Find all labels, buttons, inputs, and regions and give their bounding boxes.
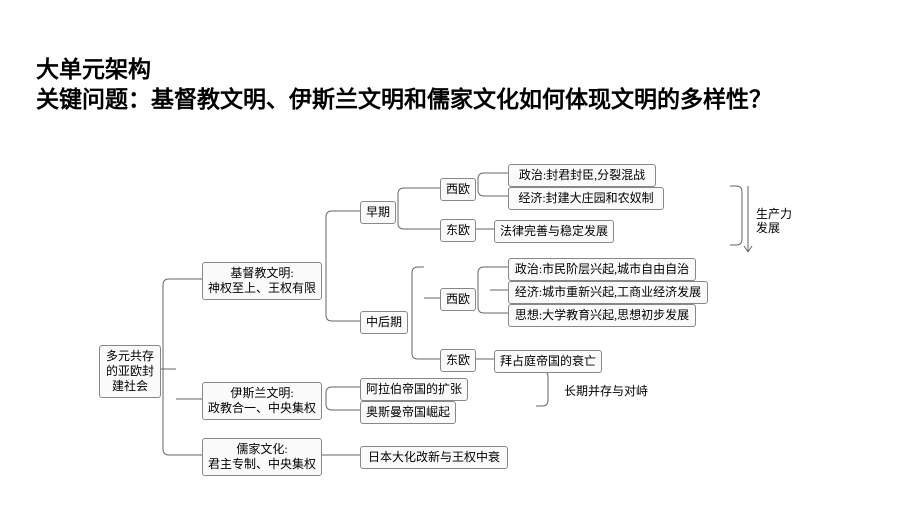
diagram-connectors [0, 0, 920, 518]
node-early: 早期 [360, 201, 396, 224]
node-isl2: 奥斯曼帝国崛起 [360, 401, 456, 424]
node-islam: 伊斯兰文明:政教合一、中央集权 [202, 382, 322, 420]
node-christ: 基督教文明:神权至上、王权有限 [202, 262, 322, 300]
node-we2b: 经济:城市重新兴起,工商业经济发展 [508, 281, 708, 304]
bracket-b_christ [326, 211, 338, 321]
bracket-b_islam [326, 387, 338, 410]
node-confu: 儒家文化:君主专制、中央集权 [202, 438, 322, 476]
node-ee2: 东欧 [440, 349, 476, 372]
bracket-b_we2 [478, 267, 490, 313]
node-root: 多元共存的亚欧封建社会 [99, 345, 161, 398]
label-coex: 长期并存与对峙 [564, 384, 648, 398]
bracket-b_root [163, 279, 176, 455]
node-isl1: 阿拉伯帝国的扩张 [360, 378, 468, 401]
bracket-b_coex [536, 371, 548, 406]
bracket-b_early [398, 188, 410, 229]
bracket-b_prod [730, 186, 742, 245]
bracket-b_we1 [478, 173, 490, 196]
node-late: 中后期 [360, 311, 408, 334]
node-we2a: 政治:市民阶层兴起,城市自由自治 [508, 258, 696, 281]
node-we2: 西欧 [440, 288, 476, 311]
node-we2c: 思想:大学教育兴起,思想初步发展 [508, 304, 696, 327]
node-we1a: 政治:封君封臣,分裂混战 [508, 164, 656, 187]
node-we1b: 经济:封建大庄园和农奴制 [508, 187, 664, 210]
label-prod: 生产力发展 [756, 207, 792, 236]
node-ee1: 东欧 [440, 219, 476, 242]
node-we1: 西欧 [440, 178, 476, 201]
node-conf1: 日本大化改新与王权中衰 [360, 446, 508, 469]
bracket-b_late [412, 267, 424, 359]
concept-diagram: 多元共存的亚欧封建社会 基督教文明:神权至上、王权有限伊斯兰文明:政教合一、中央集… [0, 0, 920, 518]
node-ee2a: 拜占庭帝国的衰亡 [494, 350, 602, 373]
node-ee1a: 法律完善与稳定发展 [494, 220, 614, 243]
